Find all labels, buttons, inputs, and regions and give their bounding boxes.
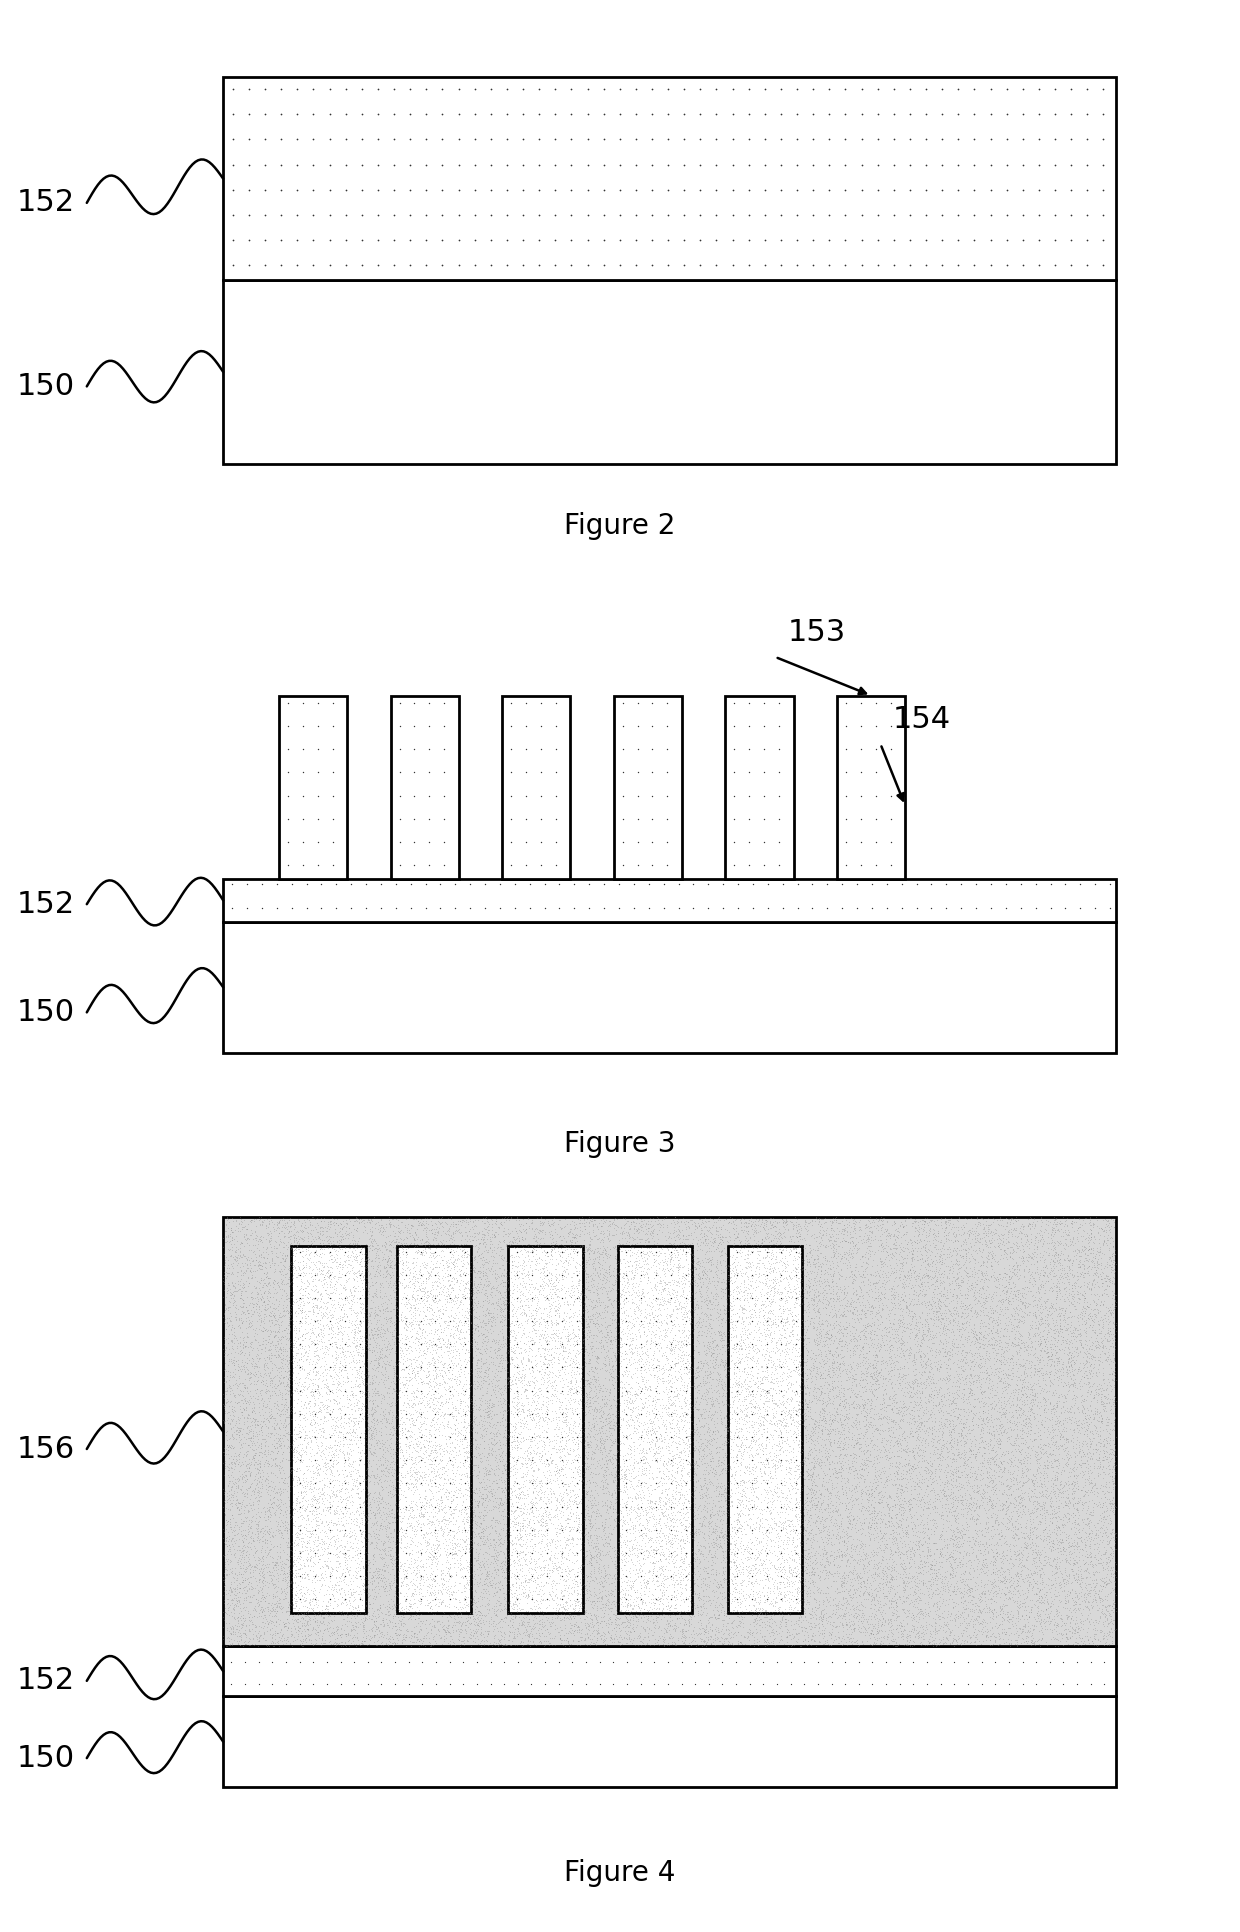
FancyBboxPatch shape	[508, 1246, 583, 1613]
Text: 152: 152	[16, 1665, 74, 1696]
FancyBboxPatch shape	[728, 1246, 802, 1613]
FancyBboxPatch shape	[223, 77, 1116, 280]
FancyBboxPatch shape	[837, 696, 905, 879]
FancyBboxPatch shape	[223, 879, 1116, 922]
FancyBboxPatch shape	[391, 696, 459, 879]
Text: 152: 152	[16, 187, 74, 218]
FancyBboxPatch shape	[223, 1696, 1116, 1787]
Text: 153: 153	[787, 618, 846, 647]
FancyBboxPatch shape	[618, 1246, 692, 1613]
FancyBboxPatch shape	[291, 1246, 366, 1613]
Text: Figure 4: Figure 4	[564, 1859, 676, 1886]
Text: 150: 150	[16, 1743, 74, 1774]
FancyBboxPatch shape	[614, 696, 682, 879]
Text: 152: 152	[16, 889, 74, 920]
FancyBboxPatch shape	[223, 922, 1116, 1053]
Text: 150: 150	[16, 997, 74, 1028]
FancyBboxPatch shape	[725, 696, 794, 879]
FancyBboxPatch shape	[223, 1646, 1116, 1696]
FancyBboxPatch shape	[502, 696, 570, 879]
Text: 156: 156	[16, 1434, 74, 1464]
FancyBboxPatch shape	[279, 696, 347, 879]
FancyBboxPatch shape	[223, 1217, 1116, 1646]
Text: Figure 2: Figure 2	[564, 512, 676, 539]
Text: Figure 3: Figure 3	[564, 1130, 676, 1157]
Text: 150: 150	[16, 371, 74, 402]
Text: 154: 154	[893, 705, 951, 734]
FancyBboxPatch shape	[397, 1246, 471, 1613]
FancyBboxPatch shape	[223, 280, 1116, 464]
